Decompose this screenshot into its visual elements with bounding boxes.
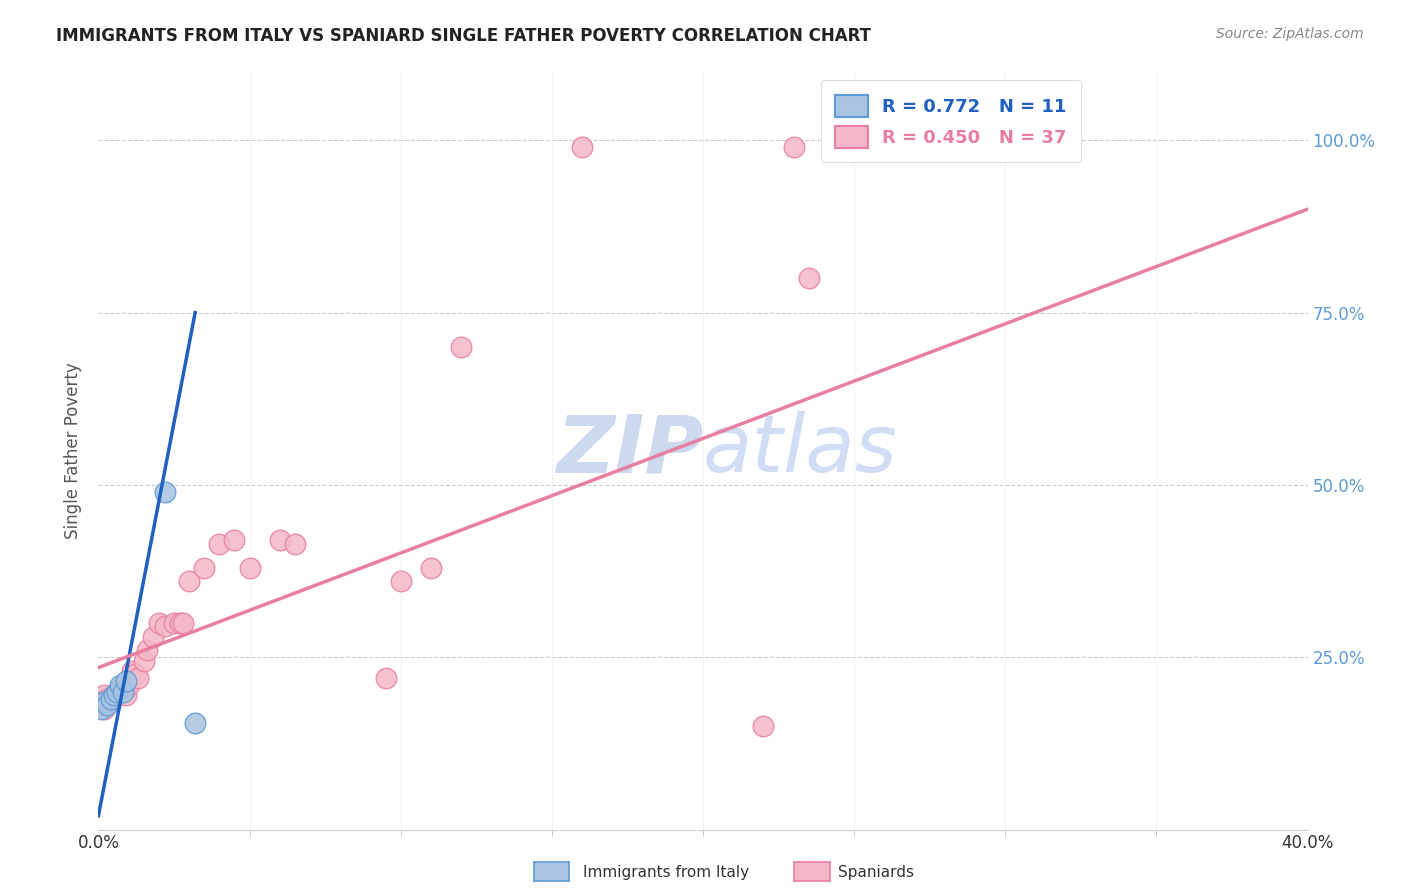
Point: [124, 667, 146, 681]
Point: [184, 715, 207, 730]
Point: [114, 688, 136, 702]
Point: [105, 684, 128, 698]
Point: [108, 681, 131, 696]
Point: [100, 695, 122, 709]
Point: [93, 702, 115, 716]
Point: [224, 533, 246, 547]
Point: [148, 615, 170, 630]
Point: [752, 719, 775, 733]
Point: [450, 340, 472, 354]
Point: [172, 615, 194, 630]
Text: atlas: atlas: [703, 411, 898, 490]
Y-axis label: Single Father Poverty: Single Father Poverty: [65, 362, 83, 539]
Point: [374, 671, 396, 685]
Point: [420, 560, 443, 574]
Point: [121, 664, 143, 678]
Point: [284, 536, 307, 550]
Point: [96, 691, 118, 706]
Point: [127, 671, 149, 685]
Legend: R = 0.772   N = 11, R = 0.450   N = 37: R = 0.772 N = 11, R = 0.450 N = 37: [821, 80, 1081, 162]
Point: [93, 688, 115, 702]
Point: [114, 674, 136, 689]
Point: [169, 615, 191, 630]
Point: [797, 271, 820, 285]
Point: [208, 536, 231, 550]
Point: [103, 688, 125, 702]
Point: [93, 695, 115, 709]
Point: [153, 619, 176, 633]
Point: [103, 688, 125, 702]
Text: Spaniards: Spaniards: [838, 865, 914, 880]
Point: [105, 684, 128, 698]
Text: IMMIGRANTS FROM ITALY VS SPANIARD SINGLE FATHER POVERTY CORRELATION CHART: IMMIGRANTS FROM ITALY VS SPANIARD SINGLE…: [56, 27, 872, 45]
Point: [269, 533, 291, 547]
Point: [153, 484, 176, 499]
Point: [90, 702, 112, 716]
Point: [100, 691, 122, 706]
Point: [163, 615, 186, 630]
Point: [111, 681, 134, 696]
Point: [783, 140, 806, 154]
Point: [142, 630, 165, 644]
Text: Source: ZipAtlas.com: Source: ZipAtlas.com: [1216, 27, 1364, 41]
Point: [111, 684, 134, 698]
Point: [389, 574, 412, 589]
Point: [193, 560, 215, 574]
Point: [239, 560, 262, 574]
Point: [135, 643, 157, 657]
Point: [118, 678, 141, 692]
Text: ZIP: ZIP: [555, 411, 703, 490]
Point: [108, 678, 131, 692]
Point: [179, 574, 201, 589]
Point: [132, 654, 155, 668]
Point: [571, 140, 593, 154]
Point: [90, 695, 112, 709]
Point: [96, 698, 118, 713]
Text: Immigrants from Italy: Immigrants from Italy: [583, 865, 749, 880]
